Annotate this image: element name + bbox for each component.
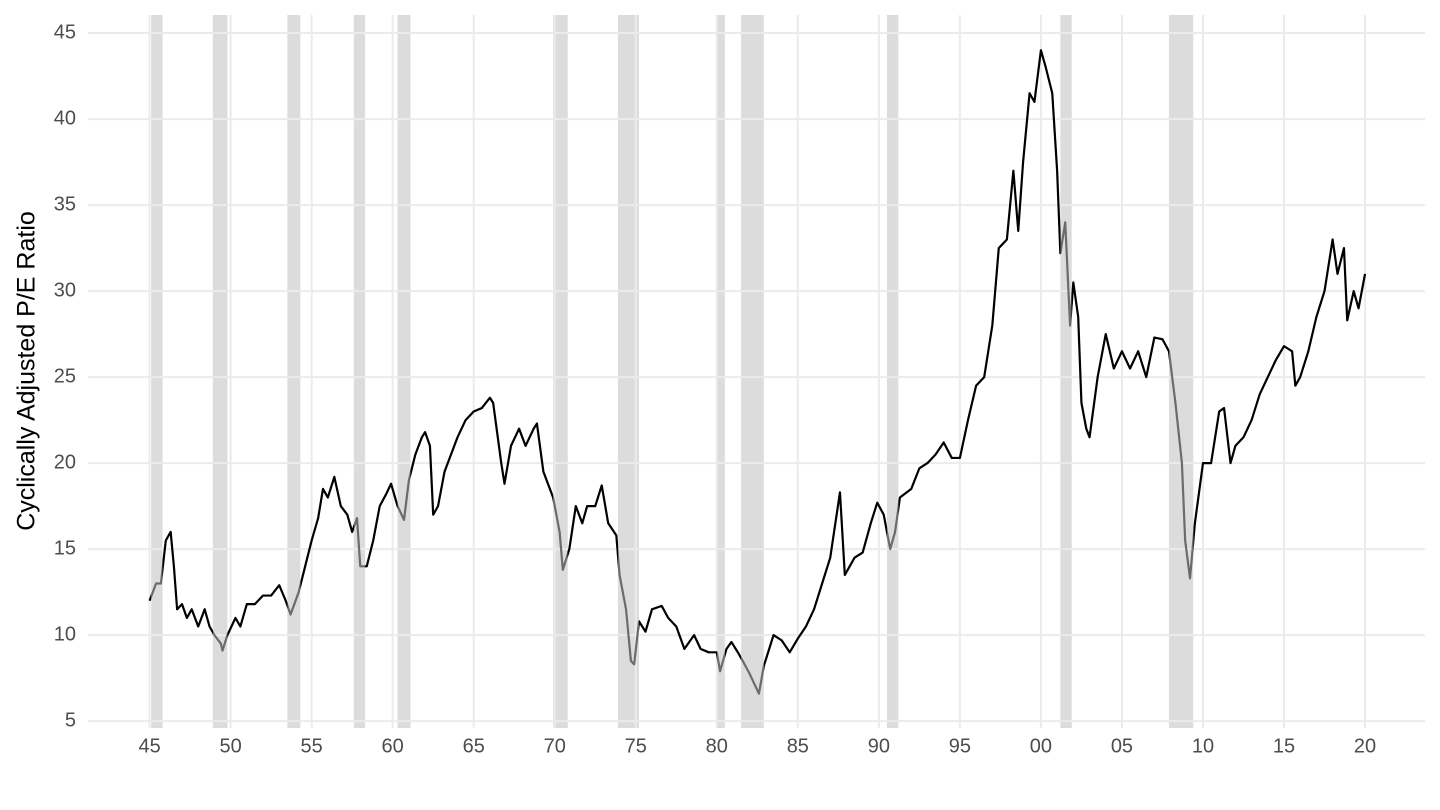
recession-band bbox=[716, 15, 725, 728]
x-tick-label: 65 bbox=[463, 735, 485, 757]
recession-band bbox=[397, 15, 411, 728]
y-tick-label: 15 bbox=[54, 537, 76, 559]
x-tick-label: 85 bbox=[787, 735, 809, 757]
recession-band bbox=[886, 15, 899, 728]
recession-band bbox=[151, 15, 163, 728]
y-tick-label: 30 bbox=[54, 279, 76, 301]
x-tick-label: 20 bbox=[1354, 735, 1376, 757]
x-tick-label: 10 bbox=[1192, 735, 1214, 757]
y-tick-label: 20 bbox=[54, 451, 76, 473]
x-tick-label: 90 bbox=[868, 735, 890, 757]
x-tick-label: 75 bbox=[625, 735, 647, 757]
x-tick-label: 50 bbox=[219, 735, 241, 757]
y-tick-label: 45 bbox=[54, 21, 76, 43]
x-tick-label: 05 bbox=[1111, 735, 1133, 757]
x-tick-label: 60 bbox=[382, 735, 404, 757]
y-tick-label: 25 bbox=[54, 365, 76, 387]
recession-band bbox=[1168, 15, 1194, 728]
x-tick-label: 45 bbox=[138, 735, 160, 757]
recession-band bbox=[287, 15, 301, 728]
x-tick-label: 95 bbox=[949, 735, 971, 757]
recession-band bbox=[212, 15, 228, 728]
x-tick-label: 55 bbox=[301, 735, 323, 757]
x-tick-label: 80 bbox=[706, 735, 728, 757]
x-tick-label: 15 bbox=[1273, 735, 1295, 757]
cape-line bbox=[148, 49, 1367, 695]
y-tick-label: 40 bbox=[54, 107, 76, 129]
recession-band bbox=[741, 15, 764, 728]
x-tick-label: 70 bbox=[544, 735, 566, 757]
y-tick-label: 5 bbox=[65, 709, 76, 731]
y-axis-label: Cyclically Adjusted P/E Ratio bbox=[13, 211, 41, 531]
x-tick-label: 00 bbox=[1030, 735, 1052, 757]
recession-band bbox=[1060, 15, 1072, 728]
y-tick-label: 10 bbox=[54, 623, 76, 645]
recession-band bbox=[353, 15, 366, 728]
y-tick-label: 35 bbox=[54, 193, 76, 215]
